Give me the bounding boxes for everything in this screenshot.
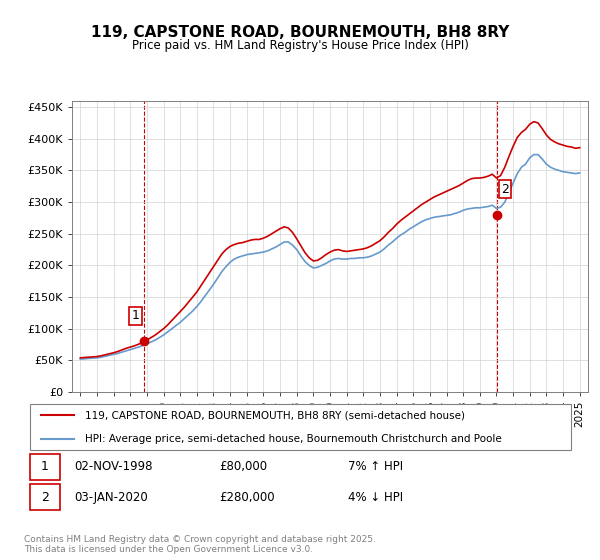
Text: HPI: Average price, semi-detached house, Bournemouth Christchurch and Poole: HPI: Average price, semi-detached house,… — [85, 434, 502, 444]
Text: 2: 2 — [501, 183, 509, 196]
Text: 03-JAN-2020: 03-JAN-2020 — [74, 491, 148, 503]
FancyBboxPatch shape — [29, 454, 60, 480]
Text: Price paid vs. HM Land Registry's House Price Index (HPI): Price paid vs. HM Land Registry's House … — [131, 39, 469, 52]
Text: 119, CAPSTONE ROAD, BOURNEMOUTH, BH8 8RY (semi-detached house): 119, CAPSTONE ROAD, BOURNEMOUTH, BH8 8RY… — [85, 410, 466, 420]
Text: 02-NOV-1998: 02-NOV-1998 — [74, 460, 153, 473]
Text: 2: 2 — [41, 491, 49, 503]
Text: 119, CAPSTONE ROAD, BOURNEMOUTH, BH8 8RY: 119, CAPSTONE ROAD, BOURNEMOUTH, BH8 8RY — [91, 25, 509, 40]
Text: £80,000: £80,000 — [220, 460, 268, 473]
FancyBboxPatch shape — [29, 404, 571, 450]
Text: Contains HM Land Registry data © Crown copyright and database right 2025.
This d: Contains HM Land Registry data © Crown c… — [24, 535, 376, 554]
Text: 1: 1 — [41, 460, 49, 473]
Text: 1: 1 — [132, 309, 140, 323]
FancyBboxPatch shape — [29, 484, 60, 510]
Text: £280,000: £280,000 — [220, 491, 275, 503]
Text: 4% ↓ HPI: 4% ↓ HPI — [347, 491, 403, 503]
Text: 7% ↑ HPI: 7% ↑ HPI — [347, 460, 403, 473]
